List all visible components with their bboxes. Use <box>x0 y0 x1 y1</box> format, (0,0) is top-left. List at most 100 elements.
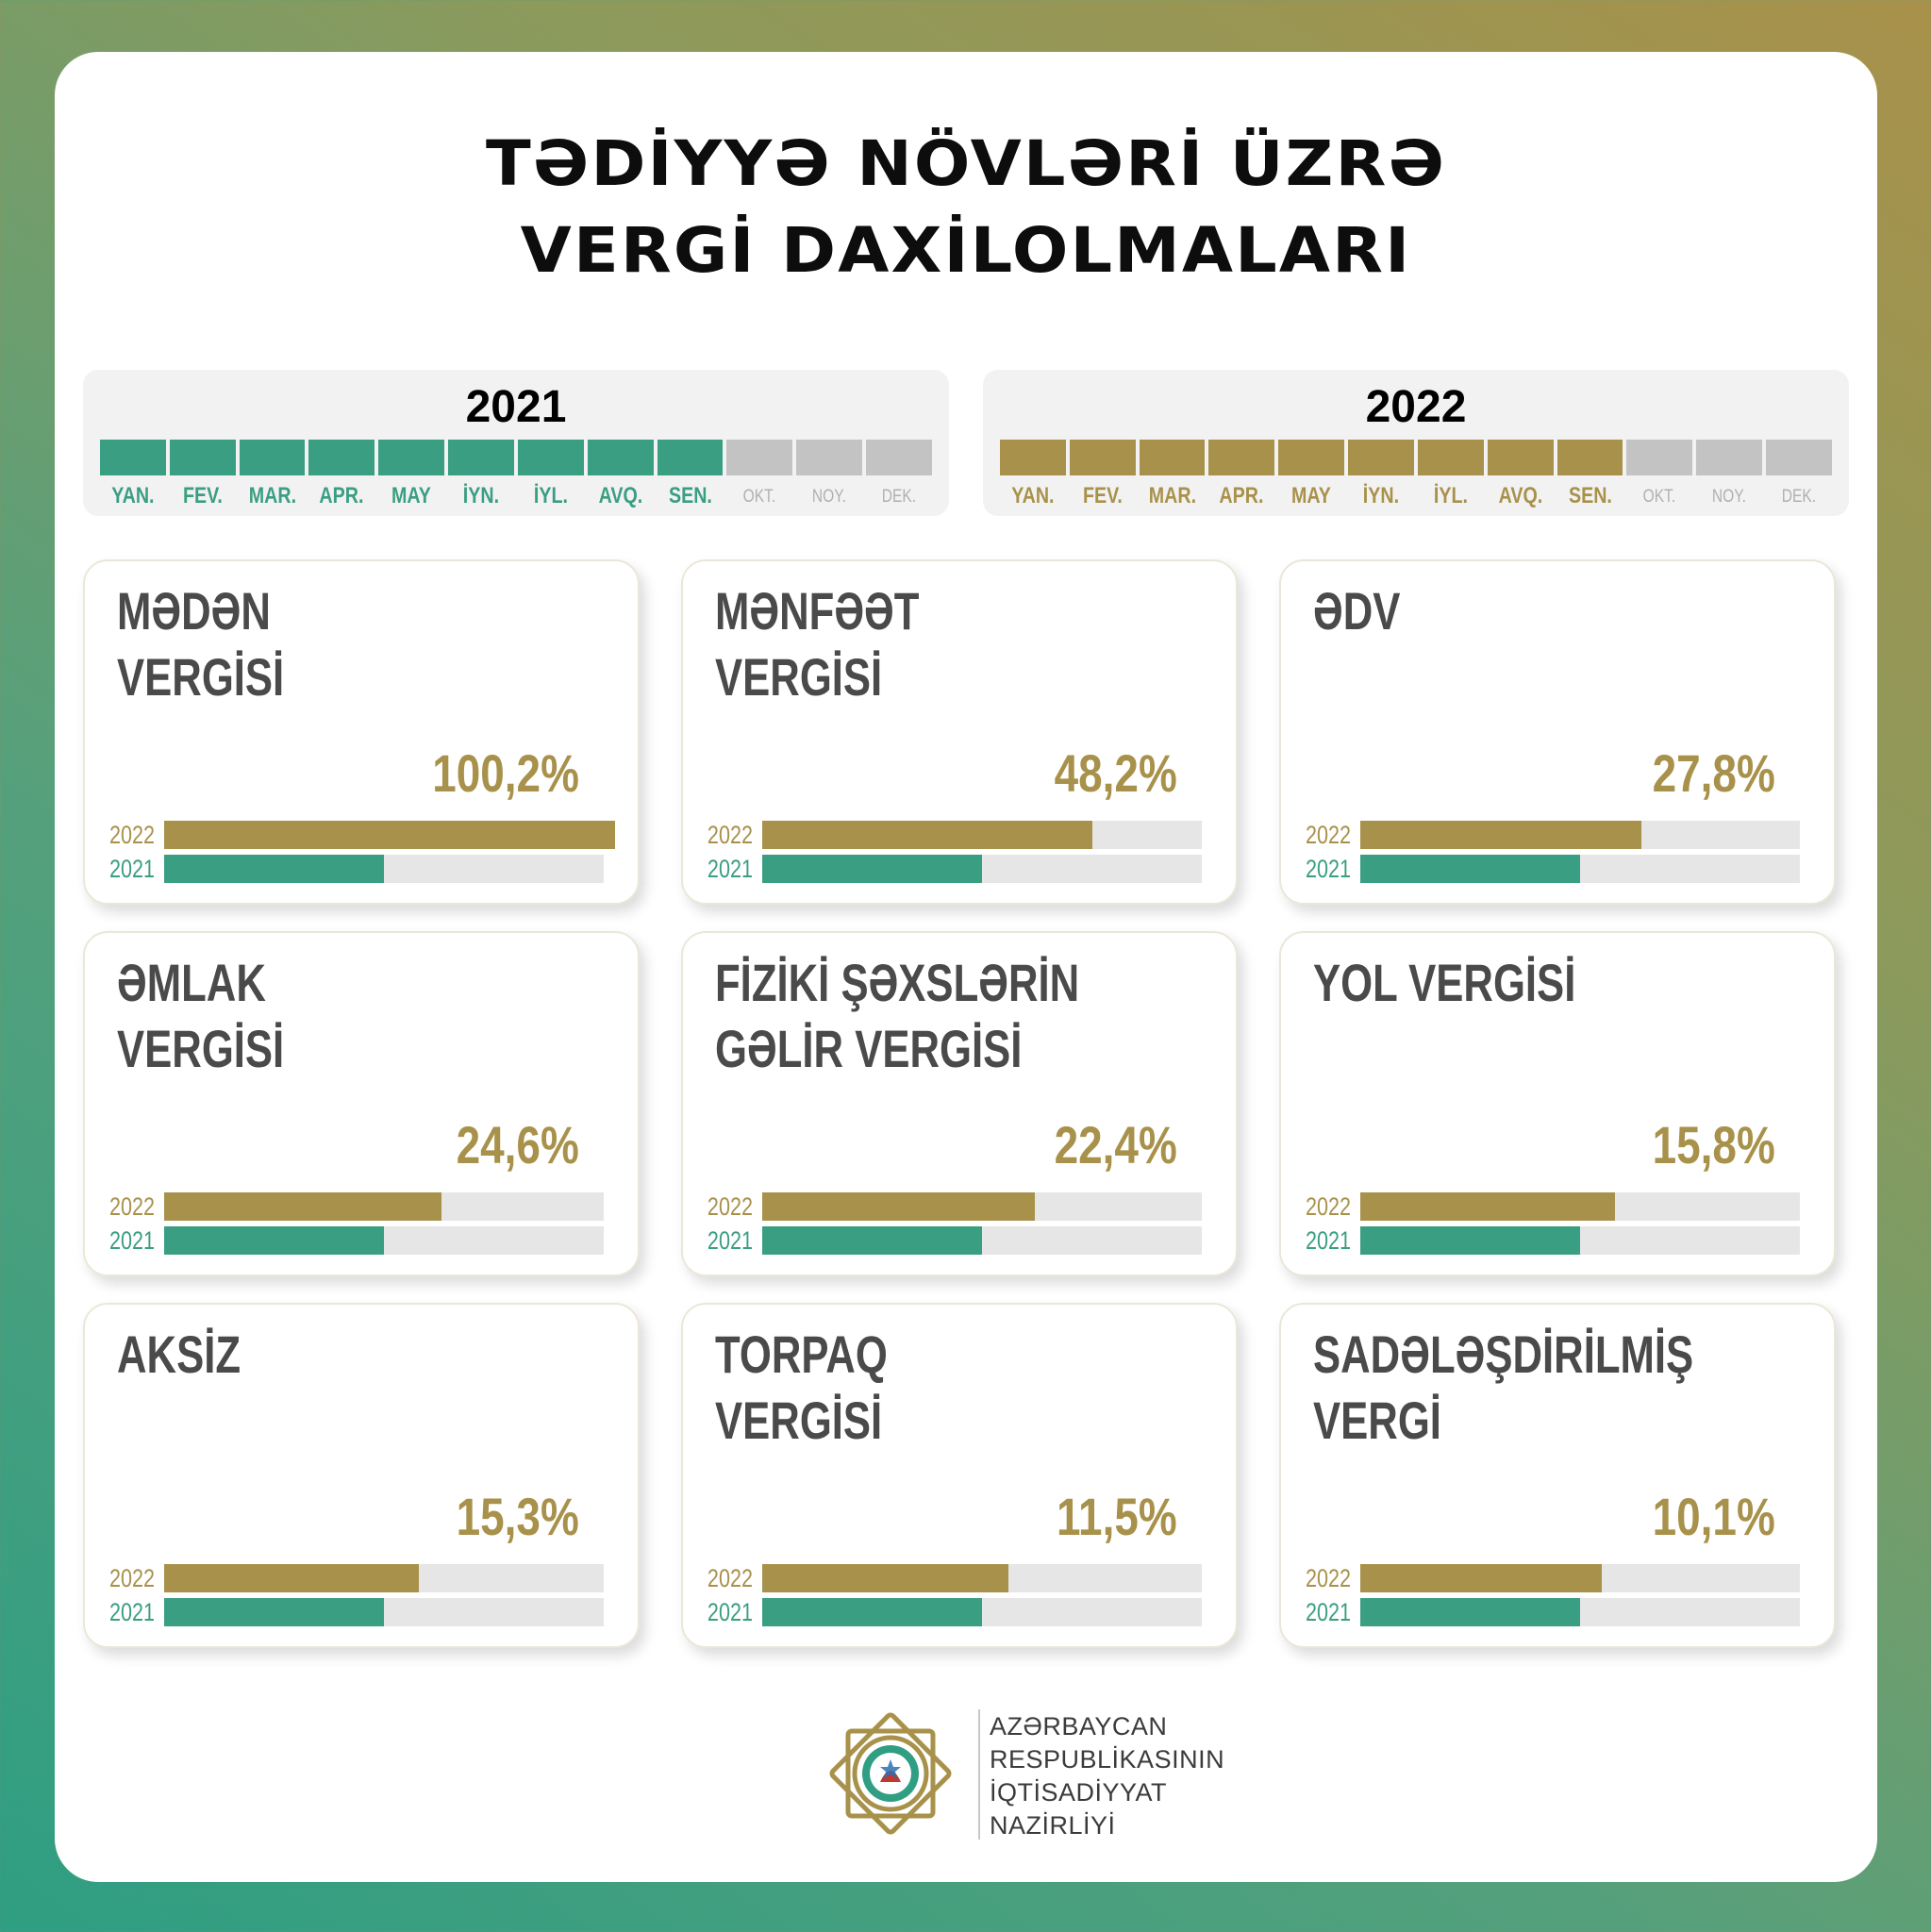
month-label: YAN. <box>111 483 155 508</box>
bar-year-label: 2021 <box>108 1598 155 1626</box>
month-segment-active <box>1417 440 1484 475</box>
bar-track <box>762 855 1202 883</box>
month-strip-2021: YAN. FEV. MAR. APR. MAY İYN. İYL. AVQ. SEN. OKT. N… <box>100 440 932 509</box>
bar-fill-2022 <box>1360 821 1641 849</box>
month-segment-inactive <box>796 440 863 475</box>
month-cell: İYN. <box>448 440 514 509</box>
tax-card-title: MƏDƏN VERGİSİ <box>117 581 285 707</box>
month-cell: AVQ. <box>1487 440 1554 509</box>
bar-track <box>1360 1598 1800 1626</box>
bar-year-label: 2022 <box>1305 1564 1351 1592</box>
month-cell: APR. <box>1208 440 1275 509</box>
bar-track <box>1360 1564 1800 1592</box>
month-segment-active <box>378 440 445 475</box>
bar-track <box>164 1598 604 1626</box>
ministry-emblem-icon <box>829 1712 952 1835</box>
tax-card-title: YOL VERGİSİ <box>1313 953 1576 1012</box>
month-cell: NOY. <box>796 440 863 509</box>
month-segment-active <box>1487 440 1554 475</box>
bar-fill-2022 <box>762 821 1092 849</box>
month-cell: SEN. <box>657 440 724 509</box>
month-label: FEV. <box>1082 483 1123 508</box>
month-segment-active <box>1348 440 1414 475</box>
month-label: NOY. <box>1712 487 1747 507</box>
month-label: AVQ. <box>598 483 643 508</box>
month-cell: İYL. <box>517 440 584 509</box>
bar-year-label: 2021 <box>108 1226 155 1255</box>
month-cell: FEV. <box>1069 440 1136 509</box>
bar-year-label: 2021 <box>108 855 155 883</box>
month-segment-active <box>1278 440 1345 475</box>
period-panel-2021: 2021 YAN. FEV. MAR. APR. MAY İYN. İYL. AVQ. SEN.… <box>83 370 949 516</box>
month-label: MAR. <box>248 483 296 508</box>
ministry-name-line: İQTİSADİYYAT <box>990 1778 1168 1807</box>
bar-track <box>762 1598 1202 1626</box>
bar-track <box>1360 821 1800 849</box>
month-segment-inactive <box>1626 440 1693 475</box>
month-label: APR. <box>319 483 364 508</box>
month-cell: MAR. <box>1139 440 1206 509</box>
month-label: FEV. <box>182 483 223 508</box>
bar-year-label: 2022 <box>108 1192 155 1221</box>
tax-card-percentage: 100,2% <box>432 743 579 803</box>
month-segment-active <box>308 440 375 475</box>
month-cell: OKT. <box>726 440 793 509</box>
bar-track <box>762 821 1202 849</box>
tax-card-title: SADƏLƏŞDİRİLMİŞ VERGİ <box>1313 1324 1694 1450</box>
month-label: MAY <box>391 483 432 508</box>
bar-year-label: 2022 <box>1305 1192 1351 1221</box>
bar-fill-2022 <box>1360 1564 1602 1592</box>
bar-fill-2022 <box>164 1192 441 1221</box>
month-label: AVQ. <box>1498 483 1543 508</box>
month-label: APR. <box>1219 483 1264 508</box>
month-cell: YAN. <box>1000 440 1066 509</box>
period-year-2021: 2021 <box>465 382 567 432</box>
tax-card-title: ƏDV <box>1313 581 1401 641</box>
bar-fill-2022 <box>762 1192 1035 1221</box>
tax-card-percentage: 48,2% <box>1054 743 1177 803</box>
month-segment-active <box>1556 440 1623 475</box>
tax-card-percentage: 10,1% <box>1652 1487 1775 1546</box>
month-label: MAY <box>1291 483 1332 508</box>
month-label: SEN. <box>668 483 712 508</box>
month-label: DEK. <box>881 487 917 507</box>
month-segment-active <box>169 440 236 475</box>
month-cell: FEV. <box>169 440 236 509</box>
tax-card-percentage: 15,3% <box>456 1487 579 1546</box>
month-segment-active <box>1208 440 1275 475</box>
bar-track <box>164 855 604 883</box>
footer-divider <box>978 1709 980 1840</box>
bar-year-label: 2021 <box>707 1226 753 1255</box>
month-cell: OKT. <box>1626 440 1693 509</box>
bar-year-label: 2022 <box>1305 821 1351 849</box>
bar-track <box>164 1226 604 1255</box>
bar-fill-2021 <box>1360 1226 1580 1255</box>
tax-card: TORPAQ VERGİSİ 11,5% 2022 2021 <box>681 1303 1238 1648</box>
month-strip-2022: YAN. FEV. MAR. APR. MAY İYN. İYL. AVQ. SEN. OKT. N… <box>1000 440 1832 509</box>
month-cell: DEK. <box>1766 440 1832 509</box>
bar-track <box>164 821 615 849</box>
bar-year-label: 2022 <box>108 821 155 849</box>
tax-card: FİZİKİ ŞƏXSLƏRİN GƏLİR VERGİSİ 22,4% 2022 2… <box>681 931 1238 1276</box>
month-cell: İYL. <box>1417 440 1484 509</box>
bar-track <box>1360 1226 1800 1255</box>
bar-track <box>164 1192 604 1221</box>
month-label: MAR. <box>1148 483 1196 508</box>
tax-card-title: TORPAQ VERGİSİ <box>715 1324 888 1450</box>
bar-year-label: 2021 <box>1305 855 1351 883</box>
bar-fill-2022 <box>164 821 615 849</box>
month-cell: MAR. <box>239 440 306 509</box>
month-segment-active <box>517 440 584 475</box>
page-title-line-1: TƏDİYYƏ NÖVLƏRİ ÜZRƏ <box>485 127 1447 200</box>
month-segment-inactive <box>726 440 793 475</box>
bar-year-label: 2022 <box>707 1564 753 1592</box>
month-cell: NOY. <box>1696 440 1763 509</box>
month-label: İYN. <box>462 483 500 508</box>
tax-card-title: MƏNFƏƏT VERGİSİ <box>715 581 920 707</box>
tax-card: SADƏLƏŞDİRİLMİŞ VERGİ 10,1% 2022 2021 <box>1279 1303 1836 1648</box>
bar-fill-2022 <box>762 1564 1008 1592</box>
tax-card: ƏMLAK VERGİSİ 24,6% 2022 2021 <box>83 931 640 1276</box>
month-cell: SEN. <box>1556 440 1623 509</box>
tax-card-percentage: 11,5% <box>1057 1487 1177 1546</box>
page-title-line-2: VERGİ DAXİLOLMALARI <box>520 214 1412 287</box>
